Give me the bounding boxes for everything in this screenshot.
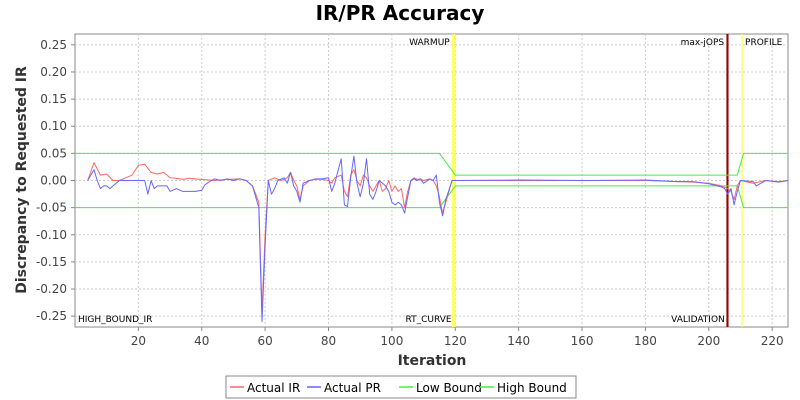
x-tick-label: 60 bbox=[257, 334, 272, 348]
chart-title: IR/PR Accuracy bbox=[316, 1, 485, 25]
y-tick-label: -0.25 bbox=[36, 309, 67, 323]
x-tick-label: 180 bbox=[634, 334, 657, 348]
y-tick-label: -0.10 bbox=[36, 228, 67, 242]
legend-label: Actual PR bbox=[324, 381, 381, 395]
y-tick-label: -0.15 bbox=[36, 255, 67, 269]
legend-label: High Bound bbox=[497, 381, 567, 395]
marker-label: PROFILE bbox=[745, 38, 783, 48]
y-axis-ticks: 0.25 0.20 0.15 0.10 0.05 0.00 -0.05 -0.10 -0.15 -… bbox=[36, 38, 75, 323]
x-tick-label: 80 bbox=[321, 334, 336, 348]
x-axis-ticks: 20 40 60 80 100 120 140 160 180 200 220 bbox=[131, 327, 784, 348]
y-tick-label: 0.20 bbox=[40, 65, 67, 79]
x-tick-label: 160 bbox=[571, 334, 594, 348]
y-tick-label: 0.00 bbox=[40, 174, 67, 188]
y-tick-label: 0.10 bbox=[40, 119, 67, 133]
marker-label: RT_CURVE bbox=[406, 315, 452, 325]
marker-label: WARMUP bbox=[409, 38, 450, 48]
y-tick-label: -0.20 bbox=[36, 282, 67, 296]
y-tick-label: 0.25 bbox=[40, 38, 67, 52]
marker-label: HIGH_BOUND_IR bbox=[78, 315, 152, 325]
x-tick-label: 40 bbox=[194, 334, 209, 348]
legend-label: Low Bound bbox=[416, 381, 482, 395]
x-tick-label: 20 bbox=[131, 334, 146, 348]
y-tick-label: 0.05 bbox=[40, 146, 67, 160]
series-line-high-bound bbox=[75, 152, 788, 176]
x-tick-label: 120 bbox=[444, 334, 467, 348]
x-axis-label: Iteration bbox=[398, 353, 467, 369]
marker-label: max-jOPS bbox=[681, 38, 725, 48]
x-tick-label: 200 bbox=[697, 334, 720, 348]
series bbox=[75, 152, 789, 323]
y-axis-label: Discrepancy to Requested IR bbox=[14, 66, 30, 294]
legend: Actual IR Actual PR Low Bound High Bound bbox=[225, 375, 577, 399]
marker-label: VALIDATION bbox=[671, 315, 725, 325]
y-tick-label: -0.05 bbox=[36, 201, 67, 215]
series-line-actual-pr bbox=[87, 155, 789, 323]
x-tick-label: 220 bbox=[761, 334, 784, 348]
y-tick-label: 0.15 bbox=[40, 92, 67, 106]
legend-label: Actual IR bbox=[247, 381, 300, 395]
series-line-low-bound bbox=[75, 185, 788, 209]
x-tick-label: 140 bbox=[507, 334, 530, 348]
x-tick-label: 100 bbox=[380, 334, 403, 348]
